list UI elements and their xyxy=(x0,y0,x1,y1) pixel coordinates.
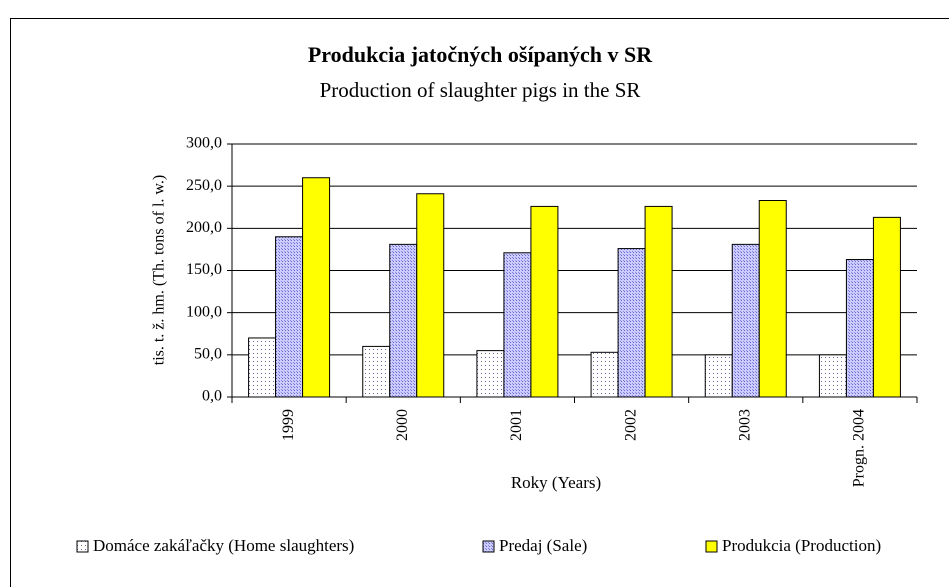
y-tick-label: 0,0 xyxy=(202,388,222,405)
y-tick-label: 250,0 xyxy=(186,177,222,194)
bar xyxy=(476,350,505,398)
y-tick-label: 150,0 xyxy=(186,261,222,278)
bar xyxy=(248,337,277,398)
legend-label: Domáce zakáľačky (Home slaughters) xyxy=(93,536,354,555)
bar xyxy=(758,200,787,398)
legend-label: Predaj (Sale) xyxy=(499,536,587,555)
bar xyxy=(416,193,445,398)
y-tick-label: 200,0 xyxy=(186,219,222,236)
bar xyxy=(530,205,559,398)
bar xyxy=(644,205,673,398)
chart-title: Produkcia jatočných ošípaných v SR xyxy=(308,42,653,67)
x-tick-label: 2001 xyxy=(508,409,525,441)
legend-label: Produkcia (Production) xyxy=(722,536,881,555)
x-tick-label: Progn. 2004 xyxy=(851,409,868,487)
y-tick-label: 100,0 xyxy=(186,303,222,320)
y-axis-label: tis. t. ž. hm. (Th. tons of l. w.) xyxy=(151,175,168,366)
bar xyxy=(362,345,391,398)
bar xyxy=(704,354,733,398)
bar xyxy=(845,259,874,398)
legend-swatch xyxy=(705,540,718,553)
x-tick-label: 2003 xyxy=(736,409,753,441)
x-tick-label: 2000 xyxy=(394,409,411,441)
y-tick-label: 300,0 xyxy=(186,135,222,152)
bar xyxy=(731,243,760,398)
legend-swatch xyxy=(76,540,89,553)
bar xyxy=(872,216,901,398)
chart-subtitle: Production of slaughter pigs in the SR xyxy=(320,78,641,102)
legend-swatch xyxy=(482,540,495,553)
bar xyxy=(302,177,331,398)
bar xyxy=(590,351,619,398)
bar xyxy=(503,252,532,398)
bar xyxy=(818,354,847,398)
chart-border xyxy=(10,18,949,587)
x-tick-label: 2002 xyxy=(622,409,639,441)
bar xyxy=(617,248,646,398)
x-axis-label: Roky (Years) xyxy=(511,473,601,492)
bar xyxy=(389,243,418,398)
bar xyxy=(275,236,304,398)
y-tick-label: 50,0 xyxy=(194,346,222,363)
x-tick-label: 1999 xyxy=(280,409,297,441)
